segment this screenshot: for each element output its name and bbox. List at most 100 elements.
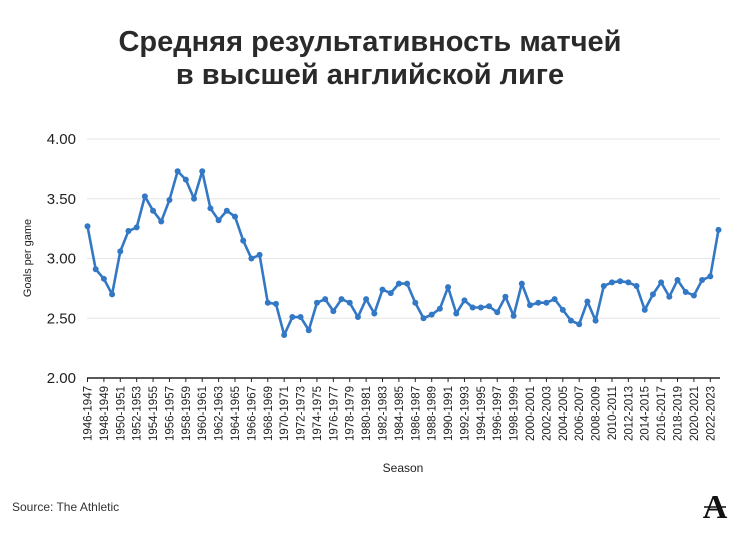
- data-point: [395, 280, 402, 287]
- x-tick-label: 2022-2023: [705, 386, 717, 441]
- data-point: [166, 196, 173, 203]
- x-axis-label: Season: [383, 461, 424, 475]
- data-point: [232, 213, 239, 220]
- data-point: [477, 304, 484, 311]
- x-tick-label: 1974-1975: [312, 386, 324, 441]
- x-tick-label: 1992-1993: [459, 386, 471, 441]
- x-tick-label: 2018-2019: [673, 386, 685, 441]
- data-point: [576, 321, 583, 328]
- x-tick-label: 1954-1955: [148, 386, 160, 441]
- x-tick-label: 1976-1977: [328, 386, 340, 441]
- data-point: [592, 317, 599, 324]
- x-tick-label: 1960-1961: [197, 386, 209, 441]
- x-tick-label: 2008-2009: [591, 386, 603, 441]
- y-axis-label: Goals per game: [22, 219, 34, 297]
- x-tick-label: 1978-1979: [345, 386, 357, 441]
- x-tick-label: 1980-1981: [361, 386, 373, 441]
- data-point: [125, 228, 132, 235]
- y-axis-ticks: 2.00 2.50 3.00 3.50 4.00: [47, 131, 76, 387]
- data-point: [207, 205, 214, 212]
- data-point: [289, 314, 296, 321]
- data-point: [420, 315, 427, 322]
- x-tick-label: 1970-1971: [279, 386, 291, 441]
- data-point: [371, 310, 378, 317]
- x-tick-label: 2012-2013: [623, 386, 635, 441]
- data-point: [682, 288, 689, 295]
- data-point: [158, 218, 165, 225]
- x-tick-label: 2004-2005: [558, 386, 570, 441]
- data-point: [322, 296, 329, 303]
- data-point: [100, 275, 107, 282]
- data-point: [535, 299, 542, 306]
- data-point: [338, 296, 345, 303]
- x-tick-label: 1984-1985: [394, 386, 406, 441]
- data-point: [354, 314, 361, 321]
- x-tick-label: 1956-1957: [164, 386, 176, 441]
- data-point: [240, 237, 247, 244]
- data-point: [559, 306, 566, 313]
- data-point: [543, 299, 550, 306]
- data-point: [330, 308, 337, 315]
- x-tick-label: 1996-1997: [492, 386, 504, 441]
- data-point: [518, 280, 525, 287]
- data-point: [641, 306, 648, 313]
- data-point: [494, 309, 501, 316]
- data-point: [223, 207, 230, 214]
- x-tick-label: 1966-1967: [246, 386, 258, 441]
- data-point: [412, 299, 419, 306]
- data-point: [297, 314, 304, 321]
- x-tick-label: 2016-2017: [656, 386, 668, 441]
- x-tick-label: 1998-1999: [509, 386, 521, 441]
- x-tick-label: 1990-1991: [443, 386, 455, 441]
- x-axis-ticks: 1946-1947 1948-1949 1950-1951 1952-1953 1954…: [83, 378, 717, 441]
- data-point: [272, 300, 279, 307]
- data-point: [436, 305, 443, 312]
- y-tick-label: 3.00: [47, 251, 76, 268]
- data-point: [215, 217, 222, 224]
- data-point: [486, 303, 493, 310]
- x-tick-label: 2020-2021: [689, 386, 701, 441]
- data-point: [617, 278, 624, 285]
- data-point: [313, 299, 320, 306]
- data-point: [584, 298, 591, 305]
- data-point: [191, 195, 198, 202]
- data-point: [174, 168, 181, 175]
- y-tick-label: 4.00: [47, 131, 76, 148]
- data-point: [305, 327, 312, 334]
- data-point: [182, 176, 189, 183]
- data-point: [690, 292, 697, 299]
- x-tick-label: 2010-2011: [607, 386, 619, 440]
- gridlines: [87, 138, 720, 319]
- data-point: [453, 310, 460, 317]
- data-point: [428, 311, 435, 318]
- data-point: [117, 248, 124, 255]
- data-point: [92, 266, 99, 273]
- x-tick-label: 2002-2003: [541, 386, 553, 441]
- data-point: [699, 277, 706, 284]
- data-point: [256, 251, 263, 258]
- chart-title: Средняя результативность матчей в высшей…: [0, 26, 740, 92]
- x-tick-label: 2000-2001: [525, 386, 537, 441]
- data-point: [199, 168, 206, 175]
- data-point: [461, 297, 468, 304]
- data-point: [674, 277, 681, 284]
- data-point: [379, 286, 386, 293]
- data-point: [141, 193, 148, 200]
- data-point: [133, 224, 140, 231]
- x-tick-label: 2014-2015: [640, 386, 652, 441]
- x-tick-label: 1962-1963: [214, 386, 226, 441]
- data-point: [633, 282, 640, 289]
- y-tick-label: 3.50: [47, 191, 76, 208]
- data-point: [109, 291, 116, 298]
- data-point: [248, 255, 255, 262]
- data-point: [502, 293, 509, 300]
- data-point: [150, 207, 157, 214]
- data-point: [715, 226, 722, 233]
- x-tick-label: 1946-1947: [83, 386, 95, 441]
- data-point: [658, 279, 665, 286]
- the-athletic-logo-icon: A: [703, 490, 728, 522]
- data-point: [281, 331, 288, 338]
- data-point: [404, 280, 411, 287]
- x-tick-label: 1958-1959: [181, 386, 193, 441]
